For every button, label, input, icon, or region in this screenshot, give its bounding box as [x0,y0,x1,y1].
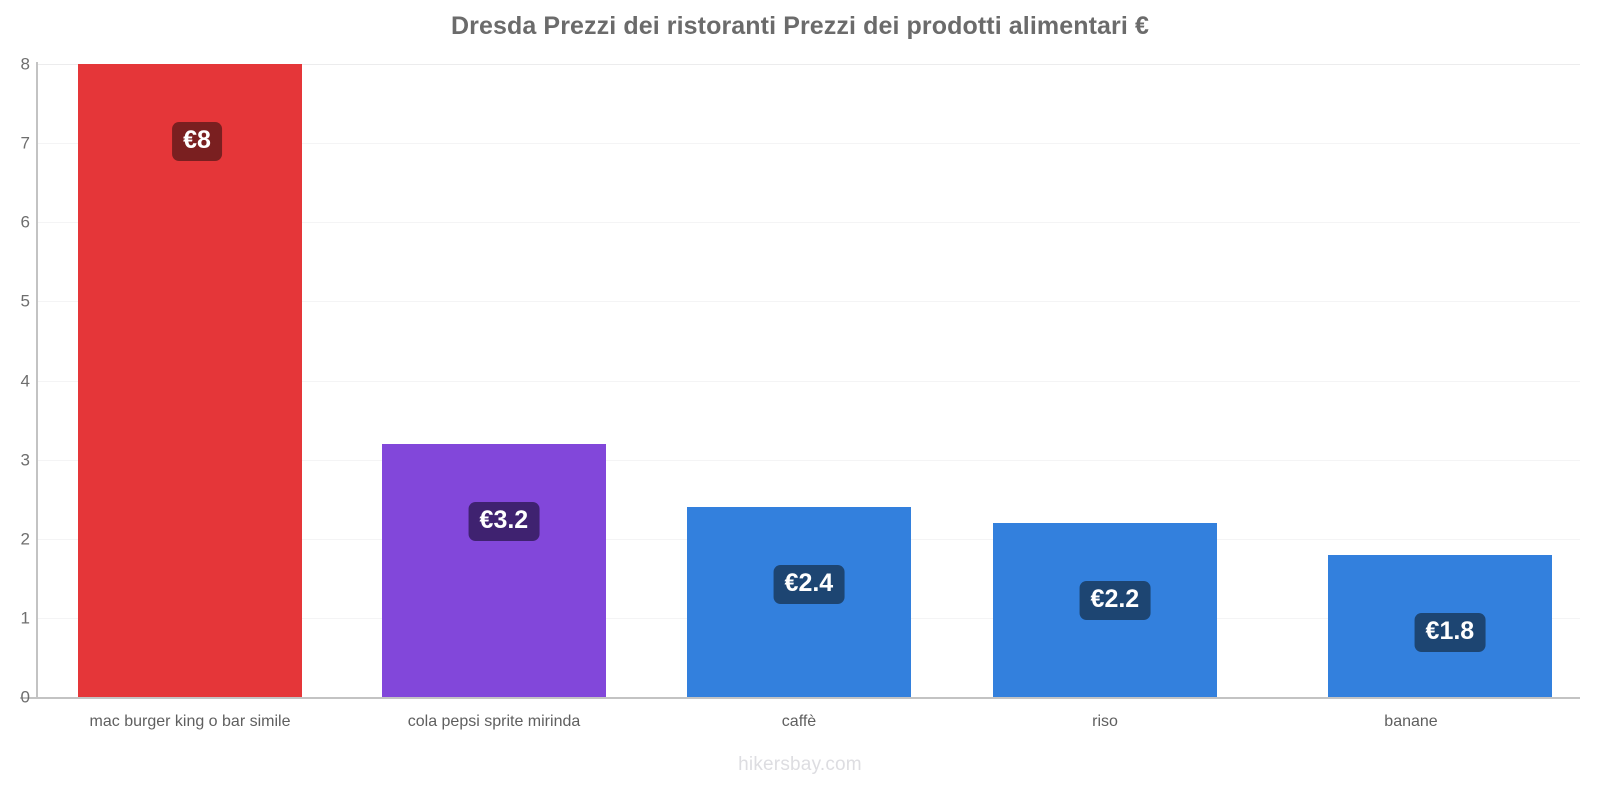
y-axis-tick-labels: 8 7 6 5 4 3 2 1 0 [0,0,30,800]
bar-value-label: €2.2 [1079,580,1151,620]
y-tick-label-8: 8 [20,54,30,74]
y-tick-label-7: 7 [20,133,30,153]
gridline-4 [36,381,1580,382]
bar-value-label: €3.2 [468,501,540,541]
y-tick-label-1: 1 [20,608,30,628]
bar-mac-burger-king-o-bar-simile[interactable]: €8 [78,64,302,697]
y-tick-label-2: 2 [20,529,30,549]
y-tick-label-3: 3 [20,450,30,470]
gridline-7 [36,143,1580,144]
chart-title: Dresda Prezzi dei ristoranti Prezzi dei … [451,12,1149,40]
x-tick-label-mac-burger-king-o-bar-simile: mac burger king o bar simile [89,713,291,730]
y-tick-label-6: 6 [20,212,30,232]
footer-credit: hikersbay.com [738,754,862,775]
bar-banane[interactable]: €1.8 [1328,554,1552,697]
x-tick-label-riso: riso [1092,713,1118,730]
y-tick-label-5: 5 [20,291,30,311]
x-tick-label-banane: banane [1384,713,1438,730]
bar-value-label: €1.8 [1414,612,1486,652]
bar-value-label: €8 [172,122,222,161]
gridline-8 [36,64,1580,65]
bar-caffe[interactable]: €2.4 [687,507,911,697]
bar-value-label: €2.4 [773,565,845,605]
y-tick-label-4: 4 [20,371,30,391]
x-axis-line [20,697,1580,699]
gridline-6 [36,222,1580,223]
y-tick-label-0: 0 [20,687,30,707]
bar-riso[interactable]: €2.2 [993,522,1217,697]
gridline-5 [36,301,1580,302]
gridline-3 [36,460,1580,461]
x-tick-label-caffe: caffè [781,713,817,730]
y-axis-line [36,62,38,699]
x-tick-label-cola-pepsi-sprite-mirinda: cola pepsi sprite mirinda [407,713,581,730]
bar-cola-pepsi-sprite-mirinda[interactable]: €3.2 [382,443,606,697]
